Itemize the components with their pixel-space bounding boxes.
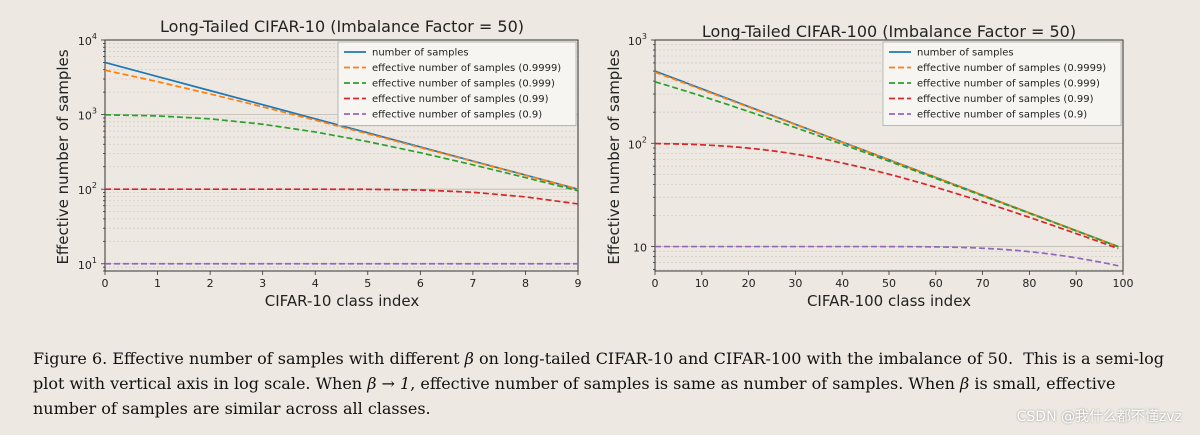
caption-text-2: on long-tailed CIFAR-10 and CIFAR-100 wi… — [33, 349, 1170, 393]
caption-beta-1: β — [464, 349, 474, 368]
y-axis-label: Effective number of samples — [54, 49, 72, 264]
series-line-3 — [105, 188, 579, 205]
legend-label: effective number of samples (0.99) — [372, 94, 549, 105]
series-line-4 — [655, 245, 1119, 267]
series-line-3 — [654, 142, 1119, 250]
x-tick-label: 4 — [312, 277, 319, 290]
legend-label: effective number of samples (0.9) — [372, 110, 542, 121]
x-tick-label: 0 — [102, 277, 109, 290]
legend-box — [337, 41, 577, 126]
legend-label: number of samples — [917, 48, 1014, 59]
y-tick-label: 103 — [628, 32, 647, 48]
x-axis-label: CIFAR-10 class index — [265, 292, 420, 310]
y-tick-label: 103 — [78, 107, 97, 123]
x-tick-label: 100 — [1113, 277, 1134, 290]
x-tick-label: 2 — [207, 277, 214, 290]
legend-label: effective number of samples (0.999) — [372, 79, 555, 90]
y-tick-label: 101 — [78, 256, 97, 272]
series-line-2 — [654, 81, 1119, 248]
x-tick-label: 6 — [417, 277, 424, 290]
y-axis-label: Effective number of samples — [605, 49, 623, 264]
x-tick-label: 90 — [1069, 277, 1083, 290]
series-line-2 — [104, 113, 579, 192]
x-tick-label: 30 — [788, 277, 802, 290]
figure-charts: 0 1 2 3 4 5 6 7 8 9 101 102 103 104 number of samples e… — [54, 17, 1134, 310]
caption-label: Figure 6. — [33, 349, 108, 368]
legend-label: effective number of samples (0.9) — [917, 110, 1087, 121]
x-tick-label: 60 — [929, 277, 943, 290]
caption-beta-2: β → 1 — [367, 374, 411, 393]
y-tick-label: 104 — [78, 32, 97, 48]
legend-box — [882, 41, 1122, 126]
y-tick-label: 102 — [78, 181, 97, 197]
x-tick-label: 10 — [695, 277, 709, 290]
series-line-1 — [654, 71, 1119, 248]
caption-beta-3: β — [960, 374, 970, 393]
caption-text-4: is small, effective number of samples ar… — [33, 374, 1121, 418]
x-tick-label: 7 — [469, 277, 476, 290]
y-tick-label: 102 — [628, 135, 647, 151]
x-tick-label: 80 — [1022, 277, 1036, 290]
x-tick-label: 40 — [835, 277, 849, 290]
chart-0: 0 1 2 3 4 5 6 7 8 9 101 102 103 104 number of samples e… — [54, 17, 582, 310]
caption-text-3: , effective number of samples is same as… — [410, 374, 961, 393]
figure-caption: Figure 6. Effective number of samples wi… — [33, 346, 1168, 421]
x-tick-label: 8 — [522, 277, 529, 290]
x-tick-label: 5 — [364, 277, 371, 290]
x-tick-label: 70 — [976, 277, 990, 290]
chart-title: Long-Tailed CIFAR-100 (Imbalance Factor … — [702, 22, 1076, 41]
watermark: CSDN @我什么都不懂zvz — [1016, 409, 1182, 425]
legend-label: effective number of samples (0.9999) — [372, 63, 561, 74]
chart-title: Long-Tailed CIFAR-10 (Imbalance Factor =… — [160, 17, 524, 36]
legend-label: number of samples — [372, 48, 469, 59]
x-tick-label: 20 — [742, 277, 756, 290]
x-tick-label: 1 — [154, 277, 161, 290]
series-line-1 — [104, 69, 579, 191]
x-tick-label: 3 — [259, 277, 266, 290]
x-tick-label: 50 — [882, 277, 896, 290]
y-tick-label: 10 — [633, 242, 647, 255]
legend-label: effective number of samples (0.999) — [917, 79, 1100, 90]
chart-1: 0 10 20 30 40 50 60 70 80 90 100 10 102 103 number of … — [605, 22, 1134, 310]
plot-frame — [104, 39, 579, 272]
x-tick-label: 0 — [652, 277, 659, 290]
caption-text-1: Effective number of samples with differe… — [107, 349, 465, 368]
x-tick-label: 9 — [575, 277, 582, 290]
legend-label: effective number of samples (0.9999) — [917, 63, 1106, 74]
x-axis-label: CIFAR-100 class index — [807, 292, 971, 310]
legend-label: effective number of samples (0.99) — [917, 94, 1094, 105]
